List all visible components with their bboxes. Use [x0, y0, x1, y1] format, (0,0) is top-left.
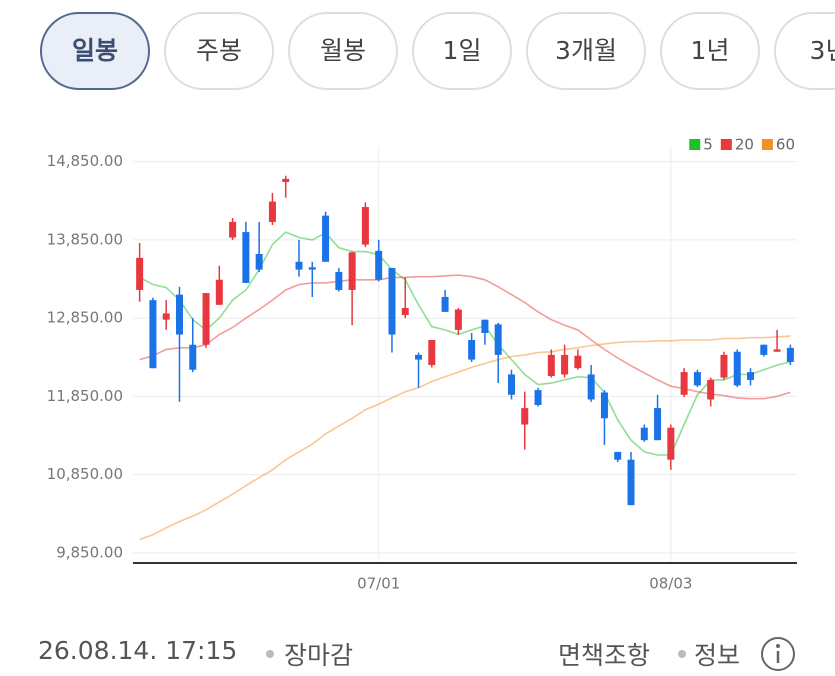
candle-body	[534, 390, 542, 405]
candle-body	[388, 268, 396, 335]
candle-body	[654, 408, 662, 441]
candle-body	[454, 309, 462, 330]
candle-body	[627, 459, 635, 506]
candle-body	[760, 344, 768, 355]
candle-body	[335, 271, 343, 290]
candle-body	[600, 392, 608, 419]
timestamp: 26.08.14. 17:15	[38, 636, 238, 665]
candle-body	[215, 279, 223, 305]
period-tab[interactable]: 3개월	[526, 12, 646, 90]
legend-label: 20	[735, 136, 754, 154]
y-tick-label: 10,850.00	[47, 465, 123, 483]
legend-swatch	[689, 139, 701, 150]
candle-body	[733, 351, 741, 386]
market-status: 장마감	[284, 641, 354, 670]
candle-body	[468, 340, 476, 360]
period-tabs: 일봉주봉월봉1일3개월1년3년	[40, 12, 835, 92]
x-tick-label: 08/03	[649, 575, 692, 593]
legend-swatch	[720, 139, 732, 150]
x-tick-label: 07/01	[357, 575, 400, 593]
footer: 26.08.14. 17:15 장마감 면책조항 정보	[38, 632, 798, 676]
candle-body	[229, 221, 237, 238]
candle-body	[242, 232, 250, 283]
ma-line	[139, 231, 791, 456]
period-tab[interactable]: 일봉	[40, 12, 150, 90]
candle-body	[348, 252, 356, 290]
candle-body	[561, 354, 569, 375]
legend-label: 5	[703, 136, 713, 154]
candle-body	[521, 408, 529, 425]
candle-body	[747, 372, 755, 380]
candle-body	[693, 372, 701, 386]
candle-body	[375, 250, 383, 280]
candle-body	[149, 300, 157, 369]
candle-body	[441, 296, 449, 312]
candle-body	[574, 355, 582, 369]
y-tick-label: 14,850.00	[47, 152, 123, 170]
candle-body	[428, 340, 436, 366]
separator	[266, 650, 274, 658]
candle-body	[415, 354, 423, 360]
candle-body	[401, 307, 409, 315]
info-icon[interactable]	[760, 636, 796, 672]
y-tick-label: 13,850.00	[47, 230, 123, 248]
y-tick-label: 12,850.00	[47, 309, 123, 327]
candle-body	[720, 354, 728, 378]
period-tab[interactable]: 월봉	[288, 12, 398, 90]
candle-body	[680, 372, 688, 395]
y-tick-label: 11,850.00	[47, 387, 123, 405]
candle-body	[202, 293, 210, 345]
period-tab[interactable]: 3년	[774, 12, 835, 90]
candle-body	[547, 354, 555, 377]
legend-swatch	[761, 139, 773, 150]
candle-body	[255, 253, 263, 270]
candle-body	[773, 349, 781, 352]
candle-body	[507, 374, 515, 395]
ma-line	[139, 274, 791, 400]
candle-body	[322, 215, 330, 262]
period-tab[interactable]: 1년	[660, 12, 760, 90]
y-tick-label: 9,850.00	[56, 543, 123, 561]
period-tab[interactable]: 주봉	[164, 12, 274, 90]
candle-body	[667, 427, 675, 460]
candle-body	[175, 294, 183, 335]
candle-body	[308, 267, 316, 270]
candle-body	[361, 207, 369, 245]
ma-line	[139, 335, 791, 541]
candle-body	[587, 374, 595, 400]
info-link[interactable]: 정보	[694, 641, 741, 670]
candle-body	[268, 201, 276, 222]
candle-body	[162, 313, 170, 320]
period-tab[interactable]: 1일	[412, 12, 512, 90]
separator	[678, 650, 686, 658]
candle-body	[707, 379, 715, 400]
candle-body	[494, 324, 502, 355]
candle-body	[614, 451, 622, 460]
candle-body	[295, 261, 303, 270]
disclaimer-link[interactable]: 면책조항	[558, 641, 651, 670]
chart: 9,850.00 10,850.00 11,850.00 12,850.00 13,85…	[47, 136, 797, 593]
candle-body	[640, 427, 648, 441]
legend-label: 60	[776, 136, 795, 154]
candle-body	[136, 257, 144, 290]
candle-body	[189, 344, 197, 370]
candle-body	[786, 347, 794, 362]
candle-body	[282, 178, 290, 182]
candle-body	[481, 319, 489, 333]
